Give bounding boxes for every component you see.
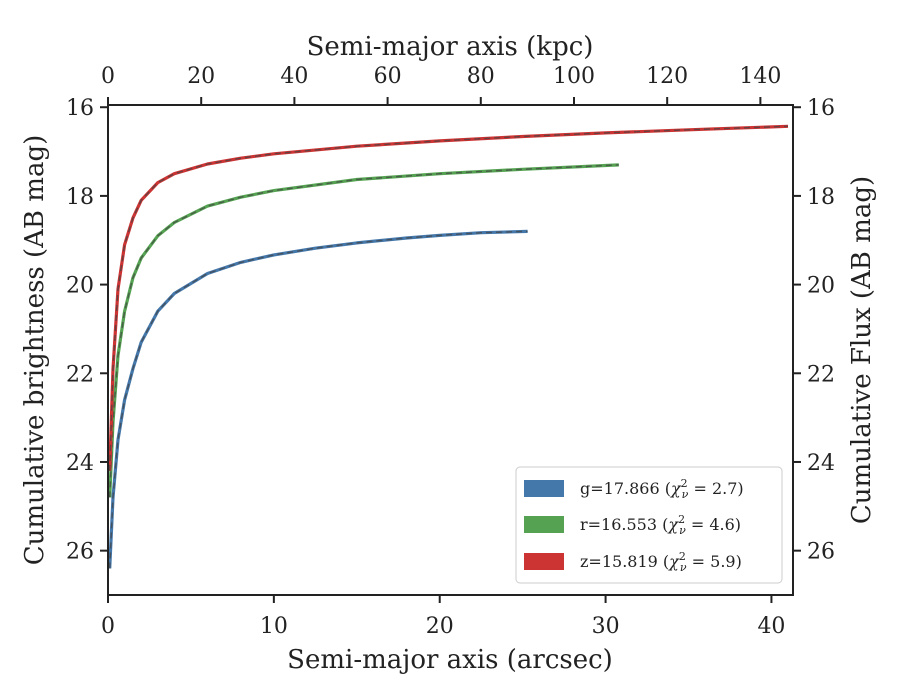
legend-box — [515, 466, 783, 584]
plot-frame — [107, 104, 794, 596]
legend-label-z: z=15.819 (χ2 ν = 5.9) — [580, 550, 742, 574]
series-model-line-r — [109, 164, 619, 498]
legend-swatch-r — [524, 516, 564, 533]
ticks-layer: 0 10 20 30 40 0 20 40 60 80 100 120 140 16 16 18 18 20 20 2… — [66, 64, 835, 639]
y-tick-label: 16 — [66, 96, 94, 121]
y2-axis-title: Cumulative Flux (AB mag) — [847, 176, 877, 524]
x2-tick-label: 100 — [553, 64, 595, 89]
x2-tick-label: 60 — [374, 64, 402, 89]
y2-tick-label: 26 — [807, 540, 835, 565]
series-line-z — [108, 124, 789, 471]
x-tick-label: 10 — [260, 614, 288, 639]
x2-tick-label: 40 — [280, 64, 308, 89]
series-line-g — [108, 229, 528, 569]
y-axis-title: Cumulative brightness (AB mag) — [20, 135, 50, 566]
y-tick-label: 26 — [66, 540, 94, 565]
y2-tick-label: 24 — [807, 451, 835, 476]
legend-label-r: r=16.553 (χ2 ν = 4.6) — [580, 513, 741, 537]
x-tick-label: 30 — [592, 614, 620, 639]
legend-swatch-z — [524, 553, 564, 570]
y2-tick-label: 20 — [807, 274, 835, 299]
x-tick-label: 0 — [101, 614, 115, 639]
y-tick-label: 22 — [66, 362, 94, 387]
legend-label-g: g=17.866 (χ2 ν = 2.7) — [580, 477, 744, 501]
y2-tick-label: 22 — [807, 362, 835, 387]
legend: g=17.866 (χ2 ν = 2.7) r=16.553 (χ2 ν = 4.6… — [515, 466, 783, 584]
y2-tick-label: 18 — [807, 185, 835, 210]
x2-tick-label: 20 — [187, 64, 215, 89]
x2-tick-label: 140 — [739, 64, 781, 89]
x2-tick-label: 0 — [101, 64, 115, 89]
y-tick-label: 18 — [66, 185, 94, 210]
x2-tick-label: 120 — [646, 64, 688, 89]
y-tick-label: 20 — [66, 274, 94, 299]
series-model-line-z — [109, 125, 789, 471]
x-tick-label: 20 — [426, 614, 454, 639]
x2-axis-title: Semi-major axis (kpc) — [307, 32, 594, 62]
y-tick-label: 24 — [66, 451, 94, 476]
x-tick-label: 40 — [757, 614, 785, 639]
x2-tick-label: 80 — [467, 64, 495, 89]
series-model-line-g — [109, 230, 528, 569]
curves-layer — [108, 124, 789, 569]
legend-swatch-g — [524, 480, 564, 497]
y2-tick-label: 16 — [807, 96, 835, 121]
x-axis-title: Semi-major axis (arcsec) — [287, 645, 613, 675]
series-line-r — [108, 163, 619, 498]
